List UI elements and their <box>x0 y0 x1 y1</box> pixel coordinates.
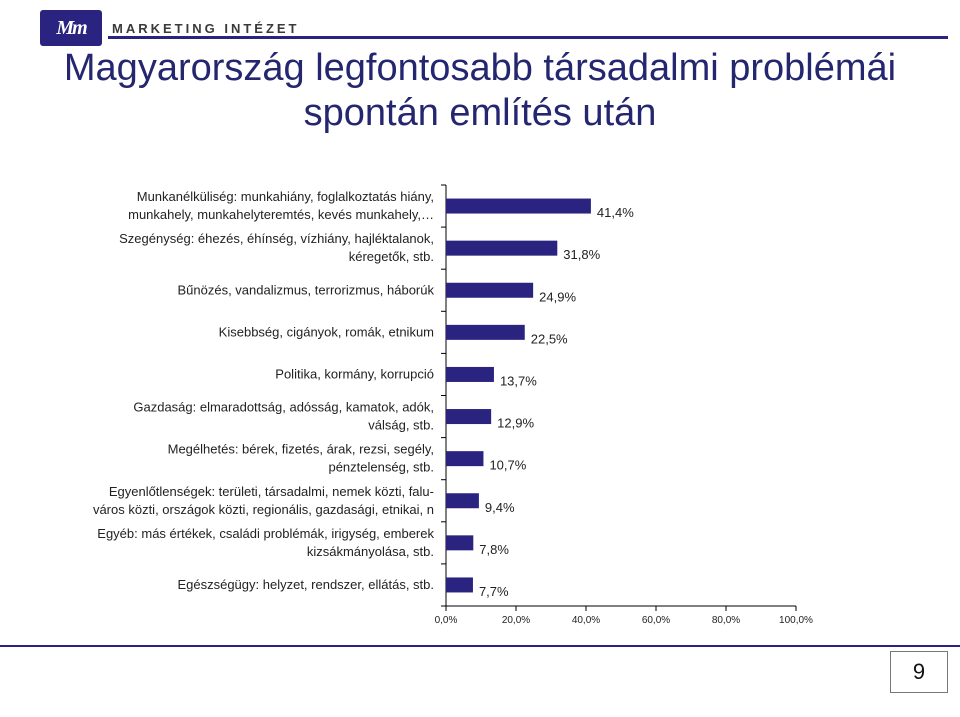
bar <box>446 451 484 467</box>
bar-value-label: 10,7% <box>489 458 526 473</box>
logo: Mm MARKETING INTÉZET <box>40 10 300 46</box>
bar-value-label: 24,9% <box>539 289 576 304</box>
x-tick-label: 40,0% <box>572 615 600 626</box>
x-tick-label: 60,0% <box>642 615 670 626</box>
bar <box>446 577 473 593</box>
bar <box>446 240 558 256</box>
bar <box>446 198 591 214</box>
x-tick-label: 20,0% <box>502 615 530 626</box>
category-label: Kisebbség, cigányok, romák, etnikum <box>219 324 434 339</box>
logo-text: MARKETING INTÉZET <box>112 20 300 36</box>
bar-value-label: 12,9% <box>497 416 534 431</box>
page-number: 9 <box>890 651 948 693</box>
x-tick-label: 80,0% <box>712 615 740 626</box>
logo-mark: Mm <box>40 10 102 46</box>
bar-value-label: 22,5% <box>531 331 568 346</box>
category-label: Egészségügy: helyzet, rendszer, ellátás,… <box>177 577 434 592</box>
bar-value-label: 41,4% <box>597 205 634 220</box>
bar <box>446 409 492 425</box>
slide-title-line1: Magyarország legfontosabb társadalmi pro… <box>63 47 897 89</box>
bar <box>446 366 494 382</box>
bar-value-label: 31,8% <box>563 247 600 262</box>
bar <box>446 282 534 298</box>
category-label: Munkanélküliség: munkahiány, foglalkozta… <box>137 189 434 204</box>
category-label: Bűnözés, vandalizmus, terrorizmus, hábor… <box>177 282 434 297</box>
category-label: Egyenlőtlenségek: területi, társadalmi, … <box>109 484 434 499</box>
category-label: pénztelenség, stb. <box>328 460 434 475</box>
category-label: Politika, kormány, korrupció <box>275 366 434 381</box>
slide-title: Magyarország legfontosabb társadalmi pro… <box>0 46 960 136</box>
bar-value-label: 7,7% <box>479 584 509 599</box>
category-label: Megélhetés: bérek, fizetés, árak, rezsi,… <box>168 442 434 457</box>
category-label: Gazdaság: elmaradottság, adósság, kamato… <box>133 400 434 415</box>
category-label: kizsákmányolása, stb. <box>307 544 434 559</box>
bar-value-label: 7,8% <box>479 542 509 557</box>
category-label: munkahely, munkahelyteremtés, kevés munk… <box>128 207 434 222</box>
bar <box>446 493 479 509</box>
category-label: Szegénység: éhezés, éhínség, vízhiány, h… <box>119 231 434 246</box>
header-divider <box>108 36 948 39</box>
bar-value-label: 9,4% <box>485 500 515 515</box>
slide-title-line2: spontán említés után <box>303 92 657 134</box>
footer-divider <box>0 645 960 647</box>
x-tick-label: 100,0% <box>779 615 813 626</box>
bar <box>446 535 474 551</box>
category-label: város közti, országok közti, regionális,… <box>93 502 434 517</box>
bar-value-label: 13,7% <box>500 373 537 388</box>
category-label: Egyéb: más értékek, családi problémák, i… <box>97 526 434 541</box>
bar <box>446 324 525 340</box>
category-label: válság, stb. <box>368 418 434 433</box>
category-label: kéregetők, stb. <box>349 249 434 264</box>
x-tick-label: 0,0% <box>435 615 458 626</box>
